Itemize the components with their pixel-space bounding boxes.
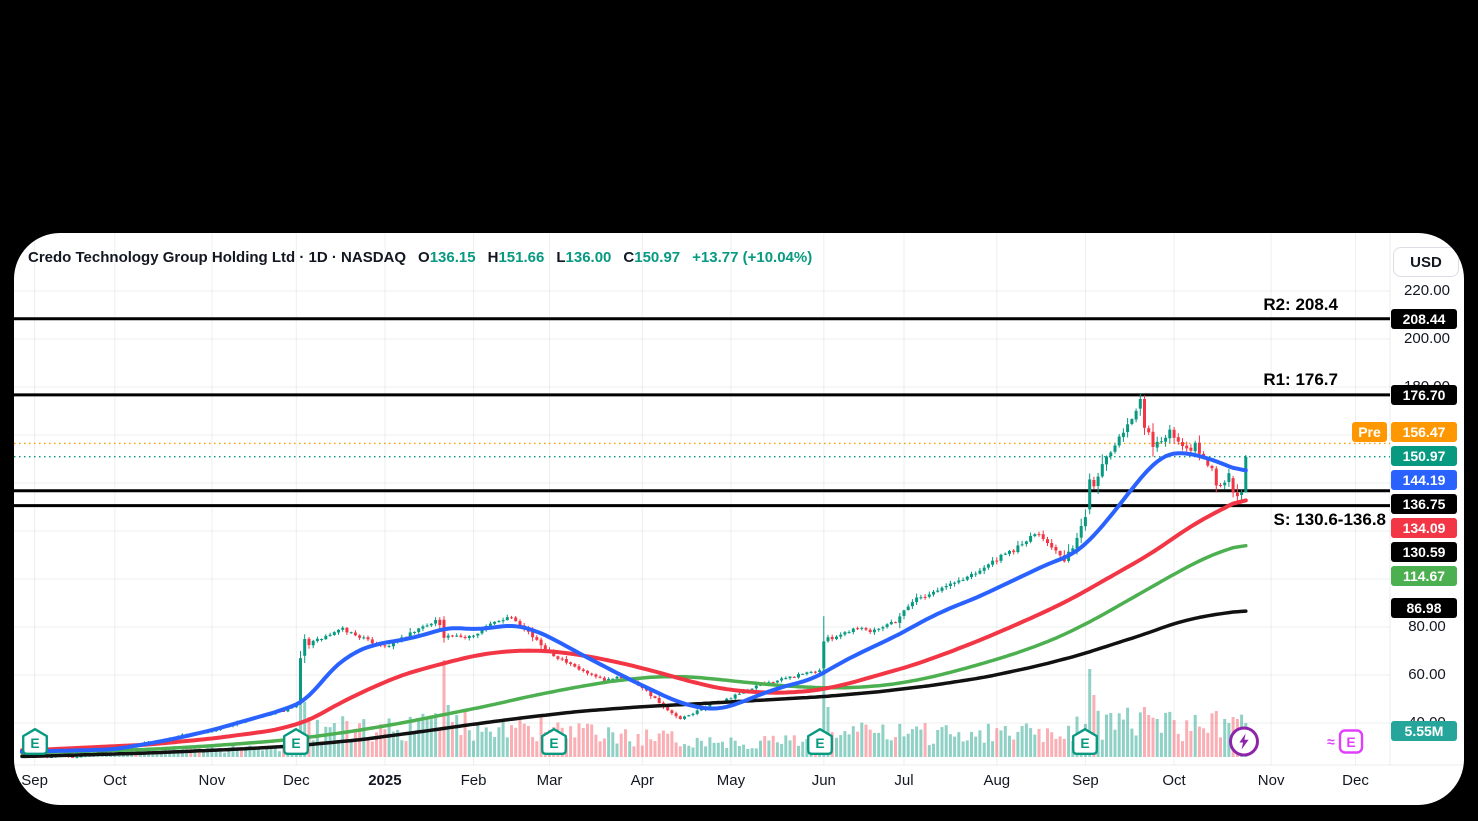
price-badge-ma100: 114.67 — [1391, 566, 1457, 586]
time-axis-label: Nov — [1257, 772, 1285, 789]
volume-layer — [20, 660, 1248, 757]
symbol-title: Credo Technology Group Holding Ltd · 1D … — [28, 249, 407, 266]
price-badge-level-s-lower: 130.59 — [1391, 542, 1457, 562]
time-axis-label: Sep — [1072, 772, 1099, 789]
time-axis-label: May — [716, 772, 746, 789]
change-text: +13.77 (+10.04%) — [692, 249, 813, 266]
time-axis-label: Nov — [198, 772, 226, 789]
time-axis-label: Dec — [282, 772, 310, 789]
time-axis-label: Dec — [1342, 772, 1369, 789]
ma-ma50-line[interactable] — [20, 498, 1248, 753]
flash-event-icon[interactable] — [1227, 725, 1261, 764]
earnings-marker[interactable]: E — [20, 727, 50, 762]
earnings-letter: E — [549, 735, 558, 751]
chart-panel: Credo Technology Group Holding Ltd · 1D … — [14, 233, 1464, 805]
future-earnings-letter: E — [1346, 734, 1355, 750]
earnings-marker[interactable]: E — [805, 727, 835, 762]
price-badge-level-s-upper: 136.75 — [1391, 494, 1457, 514]
resistance-1-label: R1: 176.7 — [1263, 370, 1338, 389]
resistance-2-label: R2: 208.4 — [1263, 295, 1338, 314]
earnings-letter: E — [1081, 735, 1090, 751]
price-badge-ma50: 134.09 — [1391, 518, 1457, 538]
ma-ma100-line[interactable] — [20, 543, 1248, 755]
time-axis-label: Oct — [1162, 772, 1186, 789]
currency-unit-button[interactable]: USD — [1393, 247, 1459, 277]
price-badge-volume: 5.55M — [1391, 721, 1457, 741]
candles-layer — [20, 393, 1248, 759]
price-badge-level-r2: 208.44 — [1391, 309, 1457, 329]
ohlc-high: H151.66 — [487, 249, 545, 266]
earnings-letter: E — [292, 735, 301, 751]
price-badge-premarket: 156.47 — [1391, 422, 1457, 442]
time-axis-label: Feb — [460, 772, 487, 789]
time-axis-label: Jun — [811, 772, 836, 789]
lightning-icon — [1239, 733, 1249, 750]
price-badge-ma20: 144.19 — [1391, 470, 1457, 490]
ma-ma200-line[interactable] — [20, 609, 1248, 759]
price-grid-label: 60.00 — [1408, 666, 1446, 683]
time-axis-label: Apr — [630, 772, 654, 789]
gridlines — [14, 233, 1390, 765]
time-axis-label: Aug — [983, 772, 1011, 789]
earnings-marker[interactable]: E — [1070, 727, 1100, 762]
ohlc-low: L136.00 — [556, 249, 612, 266]
ohlc-close: C150.97 — [623, 249, 681, 266]
approx-icon: ≈ — [1327, 734, 1335, 750]
symbol-info-row[interactable]: Credo Technology Group Holding Ltd · 1D … — [28, 249, 812, 266]
price-scale[interactable]: 220.00200.00180.00160.00140.00120.00100.… — [1352, 233, 1464, 765]
support-zone-label: S: 130.6-136.8 — [1273, 510, 1386, 529]
earnings-marker[interactable]: E — [281, 727, 311, 762]
price-badge-level-r1: 176.70 — [1391, 385, 1457, 405]
price-grid-label: 220.00 — [1404, 282, 1450, 299]
ohlc-open: O136.15 — [418, 249, 476, 266]
price-badge-ma200: 86.98 — [1391, 598, 1457, 618]
time-axis-label: Sep — [21, 772, 49, 789]
earnings-letter: E — [30, 735, 39, 751]
future-earnings-marker[interactable]: ≈ E — [1323, 726, 1367, 763]
premarket-tag: Pre — [1352, 422, 1387, 442]
earnings-marker[interactable]: E — [539, 727, 569, 762]
time-axis-label: Jul — [894, 772, 914, 789]
price-chart-canvas[interactable] — [14, 233, 1464, 805]
support-zone-lines[interactable] — [14, 489, 1390, 508]
earnings-letter: E — [815, 735, 824, 751]
price-badge-last-close: 150.97 — [1391, 446, 1457, 466]
time-axis-label: 2025 — [368, 772, 402, 789]
ma-ma20-line[interactable] — [20, 451, 1248, 754]
time-scale[interactable]: Sep Oct Nov Dec 2025 Feb Mar Apr May Jun Jul Aug Sep… — [14, 765, 1464, 805]
time-axis-label: Mar — [536, 772, 563, 789]
time-axis-label: Oct — [103, 772, 127, 789]
price-grid-label: 200.00 — [1404, 330, 1450, 347]
price-grid-label: 80.00 — [1408, 618, 1446, 635]
